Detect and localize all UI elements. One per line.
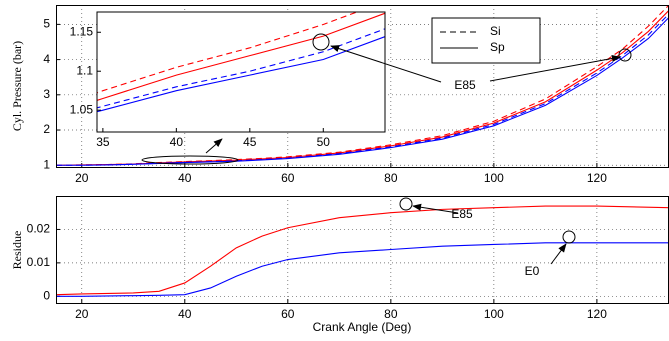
y-tick-label: 1 <box>43 157 50 171</box>
line-series <box>56 5 669 166</box>
annotation-arrow <box>412 203 459 214</box>
x-tick-label: 80 <box>384 171 398 185</box>
x-tick-label: 20 <box>75 307 89 321</box>
plot-area <box>56 5 669 166</box>
x-axis-label: Crank Angle (Deg) <box>313 320 412 334</box>
legend-label: Sp <box>490 40 505 54</box>
annotation: E0 <box>525 264 540 278</box>
x-tick-label: 60 <box>281 307 295 321</box>
line-series <box>56 242 669 297</box>
x-tick-label: 100 <box>484 307 504 321</box>
x-tick-label: 35 <box>96 135 110 149</box>
annotation: E85 <box>451 207 473 221</box>
x-tick-label: 120 <box>587 307 607 321</box>
x-tick-label: 45 <box>243 135 257 149</box>
y-tick-label: 0.01 <box>27 255 51 269</box>
y-tick-label: 3 <box>43 87 50 101</box>
line-series <box>56 205 669 296</box>
x-tick-label: 60 <box>281 171 295 185</box>
x-tick-label: 40 <box>178 307 192 321</box>
legend-box <box>431 17 541 64</box>
x-tick-label: 40 <box>178 171 192 185</box>
inset-frame <box>96 11 386 133</box>
annotation-circle <box>312 33 330 51</box>
x-tick-label: 120 <box>587 171 607 185</box>
annotation-arrow <box>205 138 223 154</box>
legend-label: Si <box>490 24 501 38</box>
annotation-circle <box>562 230 576 244</box>
annotation: E85 <box>454 78 476 92</box>
x-tick-label: 100 <box>484 171 504 185</box>
y-tick-label: 2 <box>43 122 50 136</box>
y-tick-label: 1.05 <box>70 102 94 116</box>
annotation-arrow <box>330 45 442 83</box>
axes-background <box>56 196 669 303</box>
annotation-circle <box>399 197 413 211</box>
x-tick-label: 20 <box>75 171 89 185</box>
plot-area <box>56 205 669 297</box>
x-tick-label: 80 <box>384 307 398 321</box>
y-tick-label: 0 <box>43 288 50 302</box>
x-tick-label: 40 <box>170 135 184 149</box>
y-tick-label: 4 <box>43 52 50 66</box>
annotation-arrow <box>550 243 567 265</box>
y-tick-label: 1.1 <box>76 63 93 77</box>
line-series <box>56 16 669 166</box>
y-tick-label: 1.15 <box>70 24 94 38</box>
annotation-arrow <box>489 54 621 82</box>
y-axis-label: Cyl. Pressure (bar) <box>10 41 24 131</box>
inset-background <box>97 12 385 132</box>
x-tick-label: 50 <box>317 135 331 149</box>
y-axis-label: Residue <box>10 231 24 270</box>
y-tick-label: 5 <box>43 17 50 31</box>
y-tick-label: 0.02 <box>27 222 51 236</box>
annotation-ellipse <box>141 155 239 165</box>
